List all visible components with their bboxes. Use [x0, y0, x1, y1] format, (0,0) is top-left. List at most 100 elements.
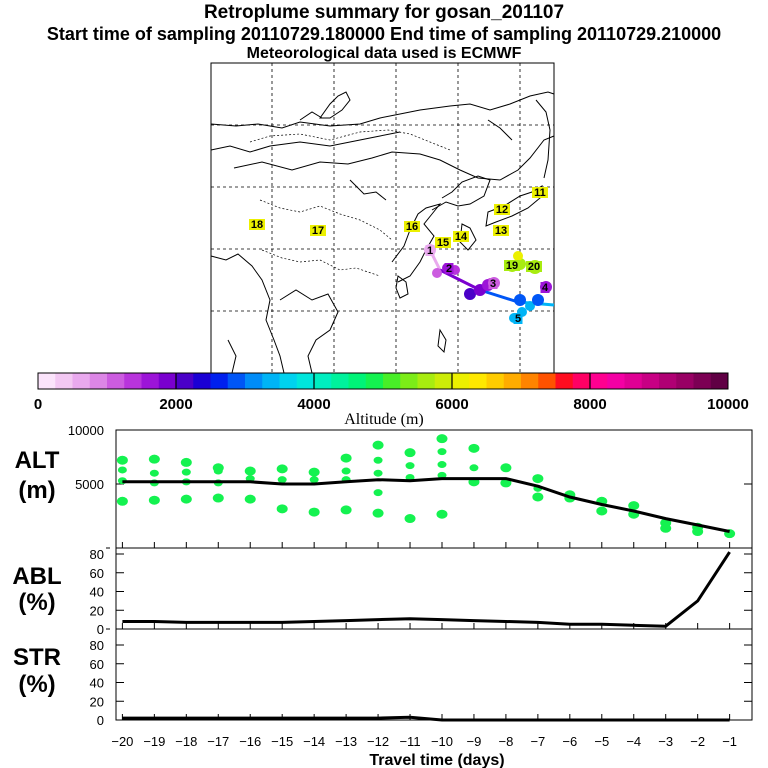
colorbar-swatch: [383, 373, 401, 389]
colorbar-swatch: [555, 373, 574, 389]
altitude-cluster-point: [276, 504, 288, 514]
colorbar-swatch: [227, 373, 246, 389]
day-label: 4: [542, 282, 549, 294]
colorbar-swatch: [210, 373, 229, 389]
day-label-bg: [540, 282, 550, 293]
day-label-bg: [249, 219, 265, 230]
altitude-cluster-point: [692, 527, 704, 537]
colorbar-swatch: [607, 373, 625, 389]
x-tick-label: −7: [530, 734, 545, 749]
altitude-cluster-point: [500, 463, 512, 473]
day-label: 15: [437, 237, 449, 249]
altitude-cluster-point: [404, 448, 416, 458]
x-tick-label: −14: [303, 734, 325, 749]
altitude-cluster-point: [116, 496, 128, 506]
altitude-cluster-point: [309, 476, 319, 484]
y-tick-label: 40: [90, 676, 104, 691]
met-data-note: Meteorological data used is ECMWF: [246, 45, 522, 62]
colorbar-swatch: [710, 373, 729, 389]
day-label: 17: [312, 225, 324, 237]
colorbar-swatch: [365, 373, 384, 389]
series-line-abl: [122, 551, 731, 628]
altitude-cluster-point: [436, 434, 448, 444]
colorbar-swatch: [590, 373, 608, 389]
colorbar-swatch: [72, 373, 91, 389]
altitude-cluster-point: [436, 509, 448, 519]
colorbar-swatch: [486, 373, 505, 389]
altitude-cluster-point: [373, 456, 383, 464]
day-label-bg: [494, 204, 510, 215]
colorbar-swatch: [503, 373, 522, 389]
y-tick-label: 10000: [68, 423, 104, 438]
colorbar-swatch: [176, 373, 194, 389]
colorbar-tick-label: 10000: [707, 396, 749, 413]
trajectory-point: [525, 301, 535, 311]
altitude-cluster-point: [212, 493, 224, 503]
x-tick-label: −5: [594, 734, 609, 749]
day-label-bg: [504, 260, 520, 271]
colorbar-swatch: [89, 373, 108, 389]
colorbar-swatch: [434, 373, 453, 389]
colorbar-swatch: [624, 373, 643, 389]
x-tick-label: −20: [111, 734, 133, 749]
altitude-cluster-point: [244, 466, 256, 476]
altitude-cluster-point: [373, 489, 383, 497]
colorbar-label: Altitude (m): [344, 411, 424, 428]
day-label-bg: [404, 221, 420, 232]
x-tick-label: −4: [626, 734, 641, 749]
altitude-cluster-point: [277, 476, 287, 484]
colorbar-tick-labels: 0 2000 4000 6000 8000 10000: [34, 396, 749, 413]
day-label-bg: [425, 245, 435, 256]
y-tick-label: 20: [90, 694, 104, 709]
day-label: 1: [427, 245, 433, 257]
altitude-cluster-point: [244, 494, 256, 504]
colorbar-swatch: [676, 373, 694, 389]
y-tick-label: 40: [90, 585, 104, 600]
altitude-cluster-point: [468, 443, 480, 453]
altitude-cluster-point: [148, 454, 160, 464]
day-label-bg: [435, 237, 451, 248]
colorbar-swatch: [641, 373, 660, 389]
panel-ylabel: (m): [18, 477, 55, 504]
day-label-bg: [526, 261, 542, 272]
colorbar-swatch: [693, 373, 712, 389]
colorbar-tick-label: 2000: [159, 396, 192, 413]
trajectory-point: [514, 294, 526, 306]
colorbar-swatch: [193, 373, 211, 389]
colorbar-swatch: [538, 373, 556, 389]
x-tick-label: −17: [207, 734, 229, 749]
colorbar-swatch: [452, 373, 470, 389]
altitude-cluster-point: [628, 501, 640, 511]
trajectory-point: [464, 288, 476, 300]
chart-title: Retroplume summary for gosan_201107: [203, 2, 565, 23]
day-label: 19: [506, 260, 518, 272]
x-tick-label: −16: [239, 734, 261, 749]
day-label-bg: [453, 231, 469, 242]
day-label: 18: [251, 219, 263, 231]
colorbar-swatch: [572, 373, 591, 389]
altitude-cluster-point: [437, 448, 447, 456]
altitude-cluster-point: [373, 469, 383, 477]
colorbar-swatch: [417, 373, 436, 389]
panel-frame: [115, 628, 753, 721]
colorbar-swatch: [348, 373, 367, 389]
day-label-bg: [444, 263, 454, 274]
colorbar-tick-label: 8000: [573, 396, 606, 413]
altitude-cluster-point: [308, 467, 320, 477]
altitude-cluster-point: [405, 462, 415, 470]
altitude-cluster-point: [213, 467, 223, 475]
colorbar-swatch: [141, 373, 160, 389]
panel-frame: [115, 429, 753, 549]
day-label: 5: [515, 313, 521, 325]
altitude-cluster-point: [181, 468, 191, 476]
day-label: 13: [495, 225, 507, 237]
colorbar-swatch: [158, 373, 177, 389]
panel-ylabel: ABL: [12, 563, 61, 590]
day-label: 14: [455, 231, 468, 243]
colorbar-swatch: [262, 373, 280, 389]
x-tick-label: −13: [335, 734, 357, 749]
day-label-bg: [493, 225, 509, 236]
day-label: 16: [406, 221, 418, 233]
altitude-cluster-point: [180, 494, 192, 504]
